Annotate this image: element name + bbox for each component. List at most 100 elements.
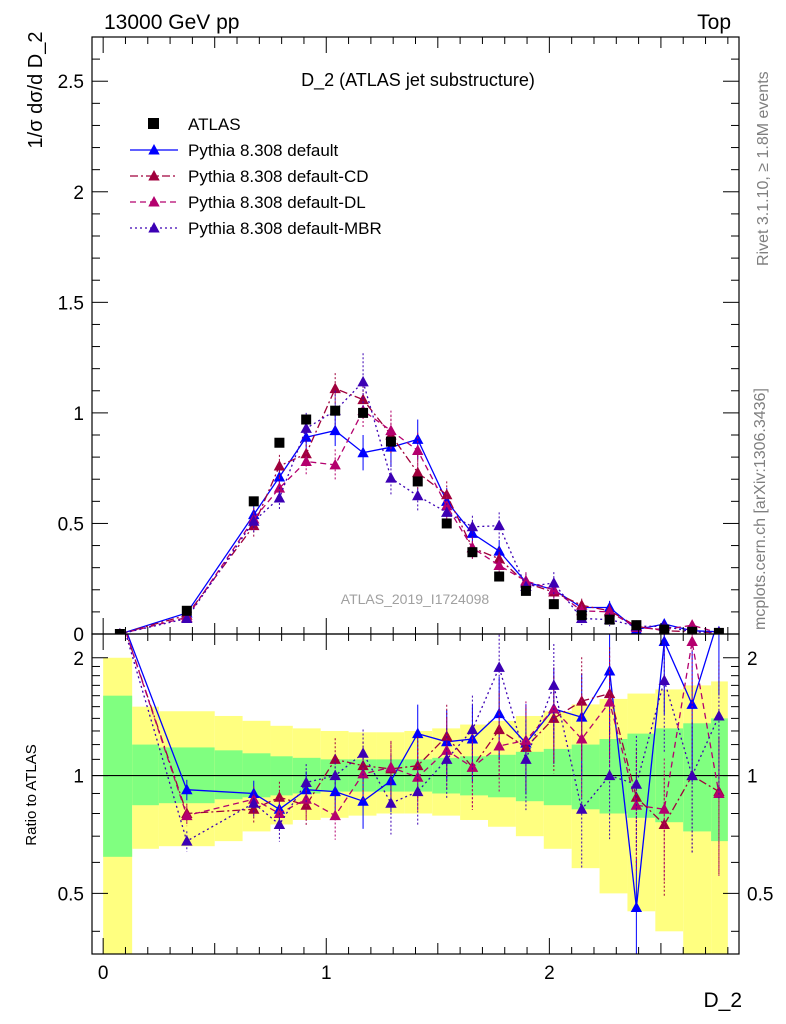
ratio-y-axis-label: Ratio to ATLAS [23, 744, 40, 845]
ratio-point-1 [273, 791, 286, 802]
series-point-2 [329, 382, 341, 394]
ratio-point-3 [385, 797, 397, 808]
atlas-data-point [412, 476, 423, 487]
series-point-4 [181, 612, 193, 624]
ratio-point-3 [713, 709, 725, 721]
series-point-4 [466, 520, 479, 532]
legend-label: Pythia 8.308 default-CD [188, 167, 369, 186]
ratio-point-3 [329, 769, 341, 781]
ratio-point-3 [181, 835, 193, 846]
ratio-point-1 [357, 759, 369, 771]
ratio-plot-marks [125, 634, 725, 954]
main-ytick-label: 0.5 [58, 514, 84, 535]
ratio-point-3 [576, 803, 588, 814]
ratio-point-3 [412, 785, 424, 797]
ratio-point-3 [248, 797, 260, 808]
series-point-4 [385, 472, 397, 483]
ratio-ytick-label: 0.5 [58, 884, 84, 905]
ratio-ytick-label-right: 1 [747, 767, 758, 788]
legend-label: Pythia 8.308 default [188, 141, 339, 160]
main-ytick-label: 1.5 [58, 293, 84, 314]
legend-marker-triangle [148, 196, 160, 207]
main-ytick-label: 2 [73, 183, 84, 204]
legend-label: ATLAS [188, 115, 241, 134]
ratio-point-3 [357, 747, 369, 758]
rivet-version-label: Rivet 3.1.10, ≥ 1.8M events [755, 71, 772, 266]
series-point-3 [493, 559, 505, 570]
main-y-axis-label: 1/σ dσ/d D_2 [25, 32, 47, 149]
atlas-data-point [659, 624, 670, 634]
ratio-point-3 [466, 723, 479, 735]
series-point-1 [300, 431, 312, 442]
series-point-4 [357, 375, 369, 387]
ratio-point-1 [300, 799, 312, 810]
axes-frames: 0 0.5 1 1.5 2 2.5 0 1 2 0.5 0.5 1 1 2 2 [58, 36, 773, 984]
series-point-3 [520, 574, 532, 586]
series-point-4 [441, 506, 453, 517]
mcplots-label: mcplots.cern.ch [arXiv:1306.3436] [752, 388, 769, 630]
ratio-point-0 [658, 635, 670, 647]
ratio-ytick-label: 1 [73, 767, 84, 788]
atlas-data-point [494, 571, 505, 582]
xtick-label: 1 [321, 963, 332, 984]
series-point-3 [603, 605, 616, 617]
series-point-4 [273, 492, 286, 503]
main-ytick-label: 1 [73, 404, 84, 425]
ratio-point-2 [273, 807, 286, 818]
ratio-point-3 [658, 674, 670, 685]
ratio-ytick-label: 2 [73, 649, 84, 670]
atlas-data-point [631, 620, 642, 631]
green-band [543, 748, 572, 806]
series-point-2 [493, 552, 505, 564]
header-right: Top [697, 11, 731, 34]
ratio-point-2 [603, 696, 616, 707]
ratio-point-2 [686, 635, 698, 647]
series-line-3 [119, 409, 720, 634]
ratio-point-3 [300, 776, 312, 788]
series-point-4 [548, 577, 560, 588]
ratio-line-1 [125, 634, 720, 826]
legend-marker-triangle [148, 170, 160, 181]
atlas-data-point [248, 496, 259, 507]
atlas-data-point [274, 437, 285, 448]
x-axis-label: D_2 [703, 989, 742, 1012]
ratio-point-2 [493, 740, 505, 751]
ratio-point-2 [385, 761, 397, 772]
atlas-data-point [181, 605, 192, 616]
series-point-3 [412, 444, 424, 455]
atlas-data-point [301, 414, 312, 425]
atlas-data-point [604, 614, 615, 625]
main-plot-marks [114, 353, 724, 634]
series-line-4 [119, 380, 719, 634]
atlas-data-point [687, 626, 698, 634]
atlas-data-point [114, 629, 125, 634]
green-band [571, 744, 600, 810]
ratio-line-3 [125, 634, 720, 843]
ratio-point-0 [248, 787, 260, 798]
legend: ATLAS Pythia 8.308 default Pythia 8.308 de… [130, 115, 382, 238]
main-ytick-label: 2.5 [58, 72, 84, 93]
ratio-ytick-label-right: 0.5 [747, 884, 773, 905]
ratio-point-2 [466, 761, 479, 772]
header-left: 13000 GeV pp [104, 11, 239, 34]
main-ytick-label: 0 [73, 625, 84, 646]
ratio-point-3 [273, 818, 286, 829]
green-band [515, 751, 544, 802]
atlas-data-point [713, 627, 724, 634]
legend-marker-triangle [148, 144, 160, 155]
series-point-4 [300, 422, 312, 433]
ratio-point-2 [713, 787, 725, 798]
green-band [599, 739, 628, 814]
green-band [103, 695, 133, 857]
series-point-4 [412, 489, 424, 501]
ratio-point-3 [630, 778, 643, 789]
series-point-2 [412, 466, 424, 478]
legend-marker-triangle [148, 222, 160, 233]
green-band [683, 723, 712, 832]
series-point-3 [385, 424, 397, 436]
xtick-label: 2 [544, 963, 555, 984]
legend-label: Pythia 8.308 default-DL [188, 193, 366, 212]
ratio-point-3 [520, 753, 532, 764]
ratio-point-3 [548, 679, 560, 690]
